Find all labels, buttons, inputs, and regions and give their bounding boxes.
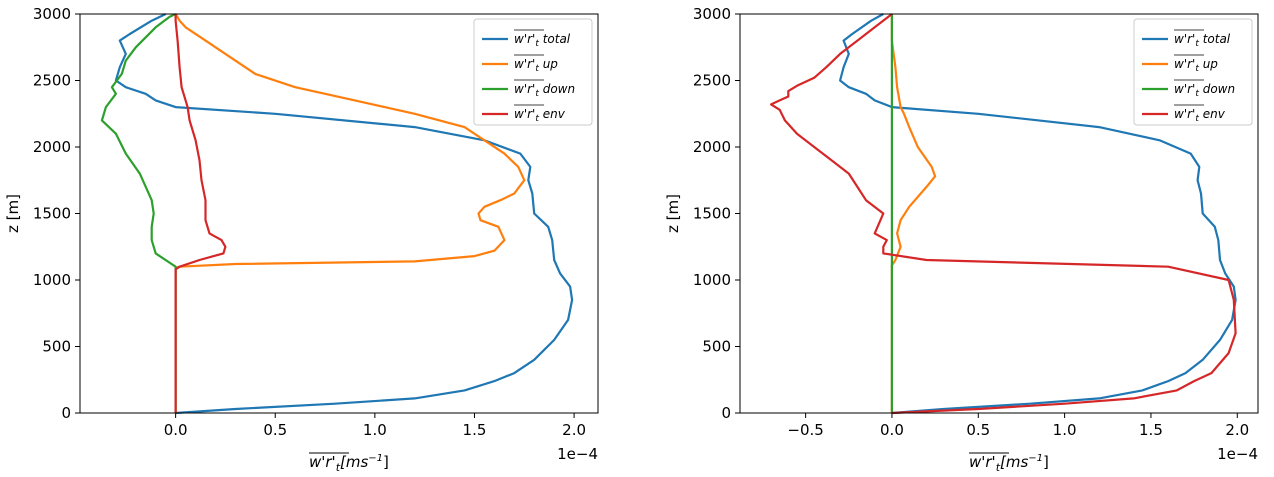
- legend-label-up: w'r't up: [514, 57, 558, 74]
- chart-right: −0.5 0.0 0.5 1.0 1.5 2.0 0 500 1000 1500 2000 2500 3…: [664, 5, 1259, 474]
- x-tick-label: 1.5: [1139, 421, 1163, 439]
- x-offset-text: 1e−4: [557, 445, 598, 463]
- x-tick-label: 0.5: [966, 421, 990, 439]
- legend-box: [1133, 18, 1253, 126]
- legend-label-total: w'r't total: [514, 32, 571, 49]
- y-tick-label: 500: [702, 338, 731, 356]
- x-tick-label: 1.0: [1053, 421, 1077, 439]
- legend-label-total: w'r't total: [1174, 32, 1231, 49]
- series-line-total: [839, 13, 1237, 415]
- chart-left: 0.0 0.5 1.0 1.5 2.0 0 500 1000 1500 2000 2500 3000 1…: [4, 5, 599, 474]
- x-tick-label: 0.0: [164, 421, 188, 439]
- y-tick-label: 2500: [33, 72, 71, 90]
- x-tick-label: 1.0: [363, 421, 387, 439]
- y-tick-label: 0: [61, 404, 71, 422]
- x-tick-label: 0.0: [880, 421, 904, 439]
- legend-label-env: w'r't env: [514, 107, 566, 124]
- series-line-total: [114, 13, 574, 415]
- x-offset-text: 1e−4: [1217, 445, 1258, 463]
- x-tick-label: 0.5: [263, 421, 287, 439]
- y-axis-label: z [m]: [4, 194, 22, 233]
- series-line-env: [174, 14, 227, 413]
- y-tick-label: 2500: [693, 72, 731, 90]
- x-tick-label: −0.5: [787, 421, 823, 439]
- series-line-down: [100, 12, 177, 413]
- series-line-env: [770, 13, 1237, 415]
- series-line-up: [890, 14, 937, 413]
- y-tick-label: 1500: [693, 205, 731, 223]
- y-tick-label: 1500: [33, 205, 71, 223]
- y-tick-label: 500: [42, 338, 71, 356]
- x-tick-label: 2.0: [1225, 421, 1249, 439]
- y-tick-label: 1000: [693, 271, 731, 289]
- y-tick-label: 3000: [693, 5, 731, 23]
- y-tick-label: 0: [721, 404, 731, 422]
- legend-label-env: w'r't env: [1174, 107, 1226, 124]
- legend-box: [473, 18, 593, 126]
- legend-label-down: w'r't down: [1174, 82, 1235, 99]
- x-axis-label: w'r't[ms−1]: [969, 453, 1049, 474]
- series-line-up: [174, 13, 526, 413]
- x-tick-label: 1.5: [463, 421, 487, 439]
- legend-label-down: w'r't down: [514, 82, 575, 99]
- y-tick-label: 2000: [33, 138, 71, 156]
- legend-label-up: w'r't up: [1174, 57, 1218, 74]
- x-axis-label: w'r't[ms−1]: [309, 453, 389, 474]
- y-tick-label: 2000: [693, 138, 731, 156]
- y-axis-label: z [m]: [664, 194, 682, 233]
- x-tick-label: 2.0: [562, 421, 586, 439]
- y-tick-label: 1000: [33, 271, 71, 289]
- y-tick-label: 3000: [33, 5, 71, 23]
